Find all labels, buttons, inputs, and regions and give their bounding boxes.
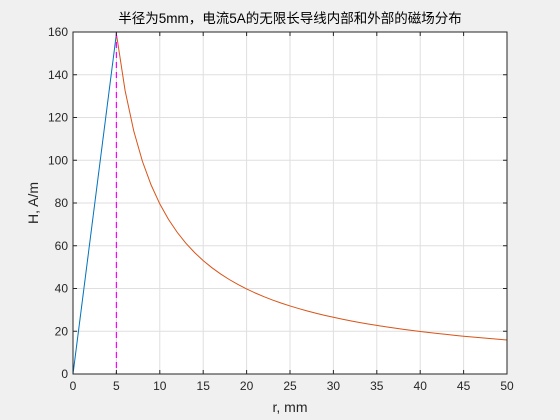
x-tick-label: 50	[500, 379, 514, 393]
y-tick-label: 120	[48, 111, 68, 125]
chart-title: 半径为5mm，电流5A的无限长导线内部和外部的磁场分布	[118, 11, 462, 26]
y-tick-label: 60	[55, 239, 69, 253]
y-tick-label: 160	[48, 25, 68, 39]
x-axis-label: r, mm	[273, 399, 308, 415]
y-tick-label: 40	[55, 282, 69, 296]
x-tick-label: 5	[113, 379, 120, 393]
x-tick-label: 15	[197, 379, 211, 393]
y-tick-label: 20	[55, 324, 69, 338]
x-tick-label: 40	[414, 379, 428, 393]
x-tick-label: 10	[153, 379, 167, 393]
y-axis-label: H, A/m	[25, 182, 41, 224]
x-tick-label: 35	[370, 379, 384, 393]
y-tick-label: 140	[48, 68, 68, 82]
x-tick-label: 25	[283, 379, 297, 393]
y-tick-label: 80	[55, 196, 69, 210]
y-tick-label: 100	[48, 153, 68, 167]
x-tick-label: 45	[457, 379, 471, 393]
x-tick-label: 20	[240, 379, 254, 393]
x-tick-label: 30	[327, 379, 341, 393]
x-tick-label: 0	[70, 379, 77, 393]
y-tick-label: 0	[61, 367, 68, 381]
